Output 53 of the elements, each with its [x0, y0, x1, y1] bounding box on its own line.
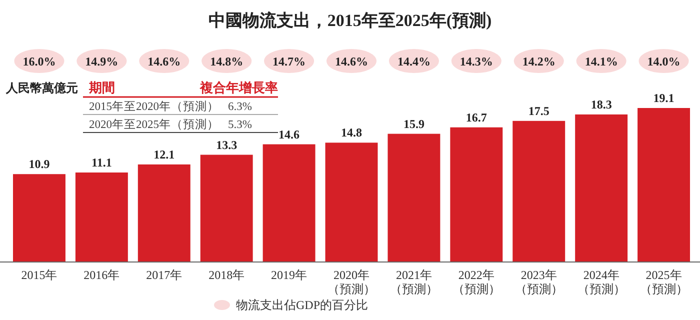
annotation: 5.3%	[228, 119, 252, 131]
data-label: 14.6%	[335, 54, 368, 68]
bar	[12, 174, 66, 262]
x-tick-label: 2015年	[21, 268, 58, 282]
data-label: 13.3	[216, 138, 238, 152]
bar	[450, 127, 503, 262]
data-label: 14.3%	[460, 54, 493, 68]
x-tick-label: 2020年（預測）	[328, 268, 376, 296]
data-label: 14.1%	[584, 54, 618, 68]
bar	[325, 142, 378, 262]
data-label: 14.7%	[272, 54, 306, 68]
x-tick-label: 2018年	[208, 268, 245, 282]
bar	[200, 154, 253, 262]
annotation: 6.3%	[228, 101, 252, 113]
data-label: 14.8%	[210, 54, 244, 68]
bar	[575, 114, 628, 262]
bar	[512, 120, 566, 262]
data-label: 10.9	[28, 157, 50, 172]
x-tick-label: 2019年	[271, 268, 308, 282]
data-label: 11.1	[92, 156, 112, 170]
data-label: 12.1	[154, 147, 175, 162]
data-label: 14.4%	[397, 54, 430, 68]
data-label: 14.0%	[647, 54, 680, 68]
annotation: 2020年至2025年（預測）	[89, 118, 219, 131]
bar	[638, 108, 690, 262]
text: 期間	[88, 80, 115, 95]
x-tick-label: 2024年（預測）	[577, 268, 626, 296]
data-label: 14.8	[341, 126, 362, 140]
data-label: 19.1	[653, 91, 674, 105]
data-label: 14.2%	[522, 54, 556, 68]
x-tick-label: 2021年（預測）	[390, 268, 438, 296]
bar	[75, 172, 128, 262]
data-label: 18.3	[590, 97, 612, 112]
data-label: 14.6%	[148, 54, 181, 68]
data-label: 14.6	[278, 127, 300, 142]
text: 複合年增長率	[199, 80, 278, 95]
x-tick-label: 2023年（預測）	[514, 268, 563, 296]
data-label: 16.7	[466, 110, 487, 124]
bar	[138, 164, 190, 262]
chart-title: 中國物流支出，2015年至2025年(預測)	[208, 11, 492, 30]
bar	[262, 144, 316, 262]
legend-label: 物流支出佔GDP的百分比	[236, 298, 368, 312]
annotation: 2015年至2020年（預測）	[89, 100, 219, 113]
bar	[388, 134, 440, 262]
data-label: 14.9%	[85, 54, 118, 68]
data-label: 16.0%	[22, 54, 56, 68]
x-tick-label: 2025年（預測）	[640, 268, 688, 296]
x-tick-label: 2017年	[146, 268, 182, 282]
y-axis-title: 人民幣萬億元	[5, 81, 78, 95]
x-tick-label: 2022年（預測）	[452, 268, 500, 296]
data-label: 17.5	[528, 104, 550, 118]
data-label: 15.9	[403, 116, 424, 131]
x-tick-label: 2016年	[84, 268, 120, 282]
